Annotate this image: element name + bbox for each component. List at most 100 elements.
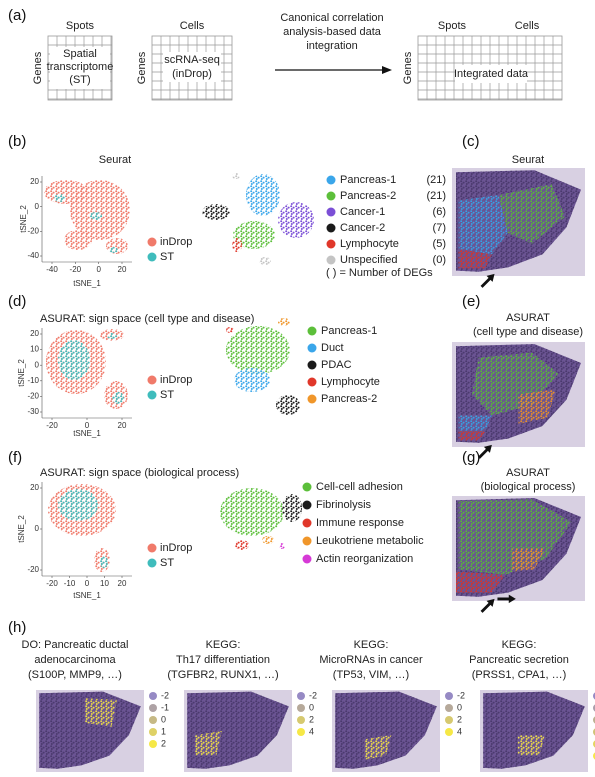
legend-dot: [308, 395, 317, 404]
legend-dot: [327, 256, 336, 265]
matrix-content: transcriptome: [47, 61, 114, 73]
legend-label: 1: [161, 726, 166, 736]
x-tick-label: -20: [46, 421, 58, 430]
legend-dot: [445, 716, 453, 724]
legend-dot: [149, 740, 157, 748]
scatter-cloud: [282, 494, 302, 522]
scatter-cloud: [107, 333, 117, 339]
scatter-cloud: [202, 204, 230, 220]
panel-title: Seurat: [99, 154, 131, 166]
matrix-content: (ST): [69, 74, 90, 86]
scatter-cloud: [108, 247, 118, 253]
legend-dot: [297, 728, 305, 736]
scatter-cloud: [100, 556, 108, 568]
legend-dot: [327, 240, 336, 249]
matrix-columns: Spots: [438, 20, 467, 32]
scatter-cloud: [58, 340, 90, 380]
map-title: (TP53, VIM, …): [333, 669, 409, 681]
y-tick-label: 20: [30, 483, 39, 492]
scatter-cloud: [44, 180, 88, 204]
panel-title: ASURAT: [506, 467, 550, 479]
x-tick-label: 20: [118, 265, 127, 274]
legend-dot: [327, 176, 336, 185]
legend-dot: [148, 238, 157, 247]
legend-label: 0: [457, 702, 462, 712]
matrix-content: scRNA-seq: [164, 54, 220, 66]
legend-label: ST: [160, 251, 174, 263]
y-tick-label: 20: [30, 177, 39, 186]
y-tick-label: 0: [35, 524, 40, 533]
x-tick-label: 0: [85, 579, 90, 588]
legend-label: Pancreas-1: [340, 174, 396, 186]
legend-count: (21): [426, 190, 446, 202]
legend-dot: [297, 716, 305, 724]
x-tick-label: -20: [46, 579, 58, 588]
legend-dot: [148, 391, 157, 400]
panel-title: ASURAT: [506, 312, 550, 324]
scatter-cloud: [90, 212, 102, 220]
legend-dot: [149, 704, 157, 712]
legend-dot: [148, 253, 157, 262]
legend-label: 4: [457, 726, 462, 736]
scatter-cloud: [220, 488, 284, 536]
matrix-content: Integrated data: [454, 68, 529, 80]
legend-label: Lymphocyte: [321, 376, 380, 388]
scatter-cloud: [226, 326, 290, 374]
legend-label: Leukotriene metabolic: [316, 535, 424, 547]
arrow-caption: analysis-based data: [283, 26, 382, 38]
panel-title: (cell type and disease): [473, 326, 583, 338]
scatter-cloud: [234, 368, 270, 392]
scatter-cloud: [232, 173, 240, 179]
panel-title: Seurat: [512, 154, 544, 166]
legend-label: Unspecified: [340, 254, 397, 266]
matrix-columns: Cells: [515, 20, 540, 32]
legend-label: Cancer-1: [340, 206, 385, 218]
legend-label: inDrop: [160, 542, 192, 554]
legend-dot: [308, 327, 317, 336]
panel-title: (biological process): [481, 481, 576, 493]
matrix-rows: Genes: [402, 51, 414, 84]
y-tick-label: 10: [30, 345, 39, 354]
x-tick-label: -20: [70, 265, 82, 274]
map-title: adenocarcinoma: [34, 654, 116, 666]
legend-dot: [445, 728, 453, 736]
x-axis-label: tSNE_1: [73, 429, 101, 438]
arrow-head: [382, 66, 392, 74]
x-tick-label: -10: [64, 579, 76, 588]
panel-title: ASURAT: sign space (cell type and diseas…: [40, 313, 254, 325]
legend-dot: [149, 692, 157, 700]
map-title: MicroRNAs in cancer: [319, 654, 423, 666]
legend-dot: [445, 704, 453, 712]
scatter-cloud: [278, 318, 290, 326]
y-tick-label: -20: [27, 226, 39, 235]
matrix-rows: Genes: [32, 51, 44, 84]
y-tick-label: 0: [35, 360, 40, 369]
scatter-cloud: [279, 543, 285, 549]
matrix-columns: Cells: [180, 20, 205, 32]
legend-count: (0): [433, 254, 446, 266]
y-tick-label: 20: [30, 329, 39, 338]
matrix-content: (inDrop): [172, 68, 212, 80]
panel-label: (a): [8, 7, 26, 24]
legend-count: (6): [433, 206, 446, 218]
legend-label: ST: [160, 389, 174, 401]
legend-dot: [149, 728, 157, 736]
y-axis-label: tSNE_2: [19, 205, 28, 233]
legend-label: 2: [161, 738, 166, 748]
x-axis-label: tSNE_1: [73, 279, 101, 288]
legend-label: ST: [160, 557, 174, 569]
legend-dot: [148, 544, 157, 553]
arrow-caption: integration: [306, 40, 357, 52]
legend-dot: [303, 555, 312, 564]
legend-label: 2: [457, 714, 462, 724]
legend-count: (5): [433, 238, 446, 250]
panel-label: (c): [462, 133, 480, 150]
scatter-cloud: [58, 489, 98, 521]
panel-label: (h): [8, 619, 26, 636]
legend-label: Cancer-2: [340, 222, 385, 234]
legend-label: Cell-cell adhesion: [316, 481, 403, 493]
legend-label: Fibrinolysis: [316, 499, 372, 511]
arrow-caption: Canonical correlation: [280, 12, 383, 24]
panel-label: (f): [8, 449, 22, 466]
map-title: KEGG:: [206, 639, 241, 651]
